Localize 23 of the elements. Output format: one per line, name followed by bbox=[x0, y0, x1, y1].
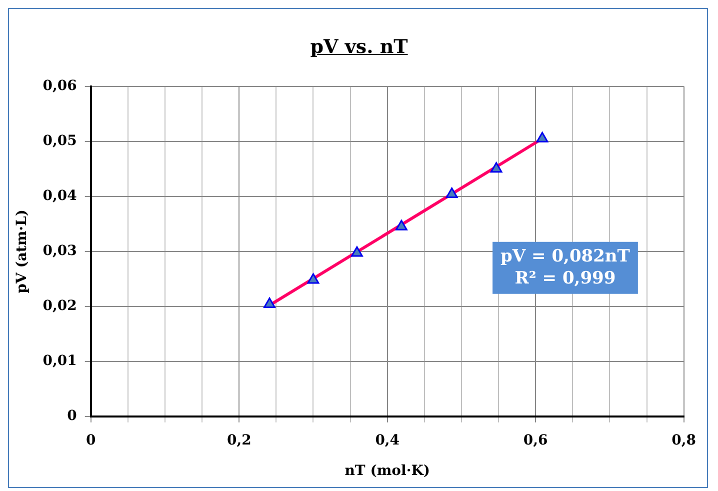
point bbox=[536, 132, 548, 142]
point bbox=[395, 220, 408, 230]
point bbox=[351, 246, 363, 257]
point bbox=[446, 187, 458, 198]
x-axis-title: nT (mol·K) bbox=[344, 463, 430, 480]
y-axis-title: pV (atm·L) bbox=[14, 209, 30, 294]
y-tick-label: 0,03 bbox=[42, 243, 77, 260]
point bbox=[490, 162, 502, 173]
x-tick-label: 0,4 bbox=[375, 432, 400, 448]
y-tick-label: 0,05 bbox=[42, 133, 77, 150]
x-tick-label: 0,2 bbox=[226, 432, 252, 448]
y-tick-label: 0,04 bbox=[42, 188, 78, 204]
y-tick-label: 0,01 bbox=[42, 353, 77, 370]
annotation: pV = 0,082nT R² = 0,999 bbox=[500, 246, 630, 288]
y-tick-label: 0,02 bbox=[42, 298, 77, 314]
y-tick-label: 0,06 bbox=[42, 78, 77, 94]
point bbox=[264, 297, 276, 308]
point bbox=[307, 273, 320, 284]
x-tick-label: 0,8 bbox=[672, 432, 696, 448]
x-tick-label: 0 bbox=[86, 432, 96, 448]
x-tick-label: 0,6 bbox=[523, 432, 548, 448]
chart-title: pV vs. nT bbox=[309, 36, 409, 58]
y-tick-label: 0 bbox=[67, 408, 78, 424]
